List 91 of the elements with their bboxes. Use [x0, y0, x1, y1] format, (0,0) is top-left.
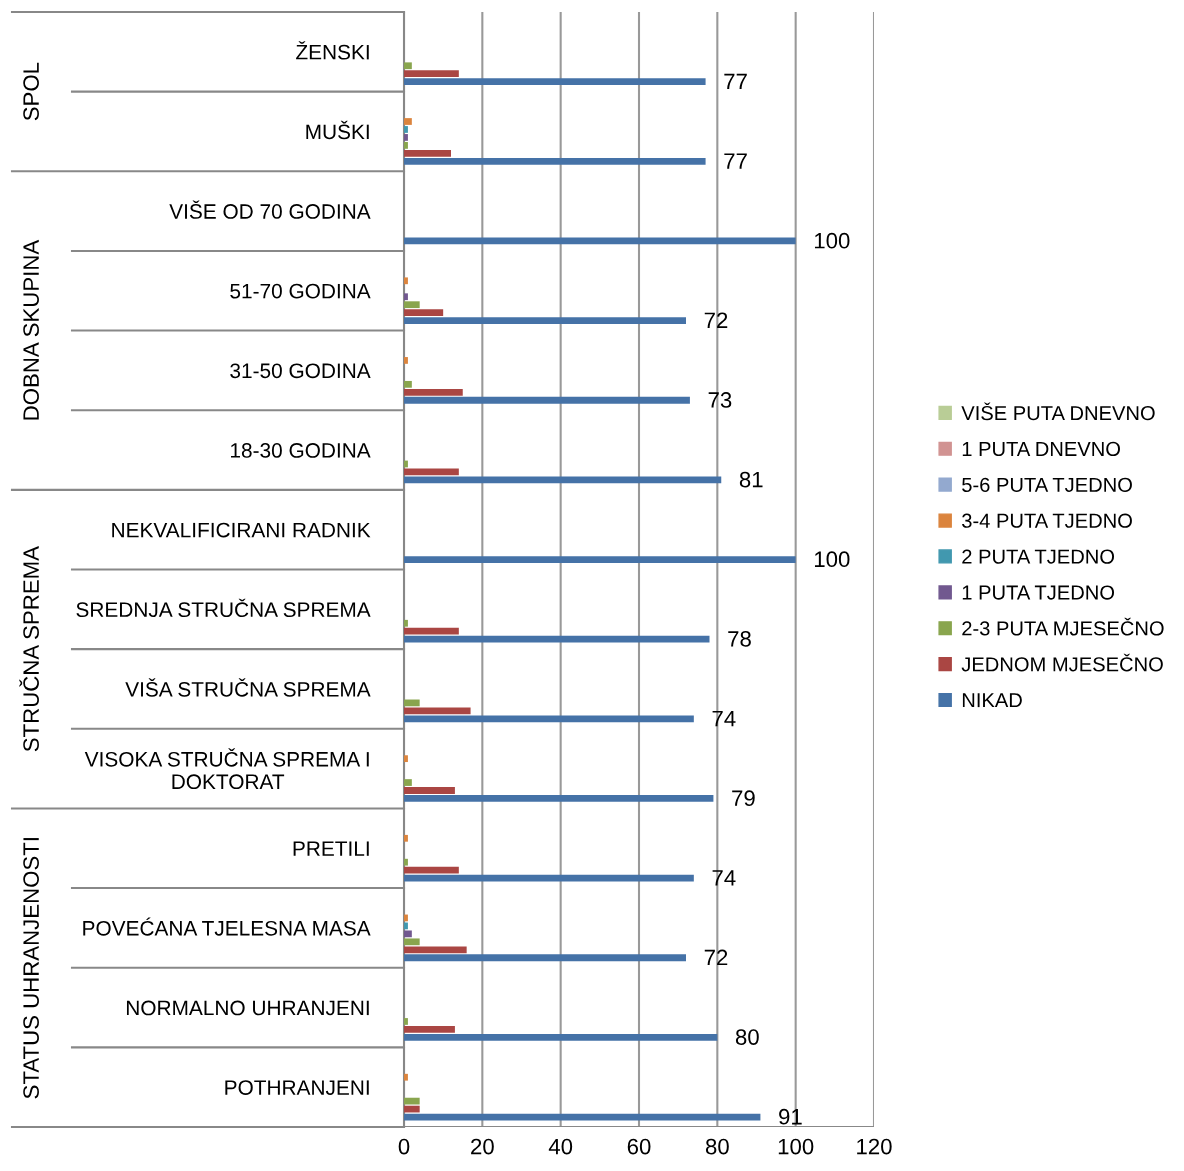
bar — [404, 118, 412, 125]
data-label: 80 — [735, 1029, 759, 1045]
bar — [404, 635, 710, 643]
bar — [404, 1026, 455, 1033]
x-tick-label: 40 — [548, 1138, 573, 1155]
y-tick-label: POTHRANJENI — [225, 1080, 369, 1095]
bar — [404, 380, 412, 388]
data-label: 72 — [704, 312, 728, 328]
bar — [404, 357, 408, 364]
legend-label: 3-4 PUTA TJEDNO — [962, 513, 1132, 528]
bar — [404, 142, 408, 149]
bar — [404, 787, 455, 794]
text: STRUČNA SPREMA — [19, 546, 39, 752]
data-label: 74 — [712, 710, 736, 727]
y-tick-label: MUŠKI — [306, 120, 369, 140]
bar — [404, 301, 420, 309]
data-label: 72 — [704, 949, 728, 966]
y-tick-label: SREDNJA STRUČNA SPREMA — [76, 598, 371, 618]
data-label: 100 — [814, 232, 850, 249]
bar — [404, 1018, 408, 1025]
y-tick-label: ŽENSKI — [296, 41, 369, 60]
bar — [404, 1073, 408, 1081]
bar — [404, 1097, 420, 1105]
y-tick-label: VIŠA STRUČNA SPREMA — [125, 678, 371, 697]
legend-label: 2 PUTA TJEDNO — [962, 549, 1115, 564]
text: STATUS UHRANJENOSTI — [23, 838, 39, 1099]
bar — [404, 126, 408, 133]
legend-label: 1 PUTA DNEVNO — [962, 441, 1120, 457]
bar — [404, 858, 408, 866]
legend-label: VIŠE PUTA DNEVNO — [961, 402, 1155, 421]
bar — [404, 1034, 718, 1041]
data-label: 91 — [779, 1108, 802, 1125]
legend-label: JEDNOM MJESEČNO — [961, 653, 1163, 672]
y-tick-label: 51-70 GODINA — [230, 283, 371, 299]
bar — [404, 78, 706, 86]
bar — [404, 834, 408, 842]
bar — [404, 149, 451, 157]
x-tick-label: 20 — [471, 1138, 494, 1155]
bar — [404, 556, 796, 563]
bar — [404, 938, 420, 946]
y-tick-label: 31-50 GODINA — [230, 363, 371, 379]
y-tick-label: 18-30 GODINA — [231, 443, 371, 458]
bar — [404, 277, 408, 285]
legend-label: 1 PUTA TJEDNO — [962, 585, 1115, 600]
bar — [404, 779, 412, 786]
bar — [404, 755, 408, 763]
x-tick-label: 120 — [857, 1138, 892, 1155]
data-label: 81 — [739, 471, 763, 488]
data-label: 77 — [724, 153, 747, 169]
bar — [404, 157, 706, 165]
bar — [404, 795, 714, 802]
bar — [404, 954, 686, 962]
bar — [404, 930, 412, 938]
x-tick-label: 80 — [705, 1138, 729, 1155]
bar — [404, 946, 467, 954]
bar — [404, 707, 471, 715]
bar — [404, 293, 408, 301]
y-tick-label: POVEĆANA TJELESNA MASA — [83, 917, 371, 936]
data-label: 100 — [814, 551, 850, 568]
bar — [404, 62, 412, 70]
y-tick-label: VIŠE OD 70 GODINA — [169, 200, 371, 219]
text: DOBNA SKUPINA — [23, 239, 39, 420]
bar — [404, 396, 690, 404]
legend-label: 2-3 PUTA MJESEČNO — [962, 617, 1164, 636]
y-tick-label: VISOKA STRUČNA SPREMA I DOKTORAT — [84, 748, 369, 790]
x-tick-label: 100 — [778, 1138, 814, 1155]
bar — [404, 134, 408, 141]
bar — [404, 70, 459, 78]
bar — [404, 627, 459, 635]
bar — [404, 699, 420, 707]
bar — [404, 874, 694, 882]
bar — [404, 866, 459, 874]
data-label: 79 — [732, 790, 755, 807]
bar — [404, 1105, 420, 1113]
y-tick-label: NEKVALIFICIRANI RADNIK — [112, 522, 371, 538]
data-label: 77 — [724, 73, 747, 90]
bar — [404, 388, 463, 396]
data-label: 78 — [728, 631, 751, 647]
y-tick-label: PRETILI — [293, 841, 369, 856]
legend-label: 5-6 PUTA TJEDNO — [962, 477, 1132, 492]
legend-label: NIKAD — [962, 693, 1022, 708]
data-label: 74 — [712, 870, 736, 886]
bar — [404, 309, 444, 317]
y-tick-label: NORMALNO UHRANJENI — [126, 1000, 369, 1016]
text: SPOL — [23, 62, 39, 121]
x-tick-label: 0 — [398, 1138, 410, 1155]
bar — [404, 619, 408, 627]
bar — [404, 317, 686, 324]
x-tick-label: 60 — [627, 1138, 651, 1155]
data-label: 73 — [708, 392, 732, 408]
bar — [404, 715, 694, 723]
